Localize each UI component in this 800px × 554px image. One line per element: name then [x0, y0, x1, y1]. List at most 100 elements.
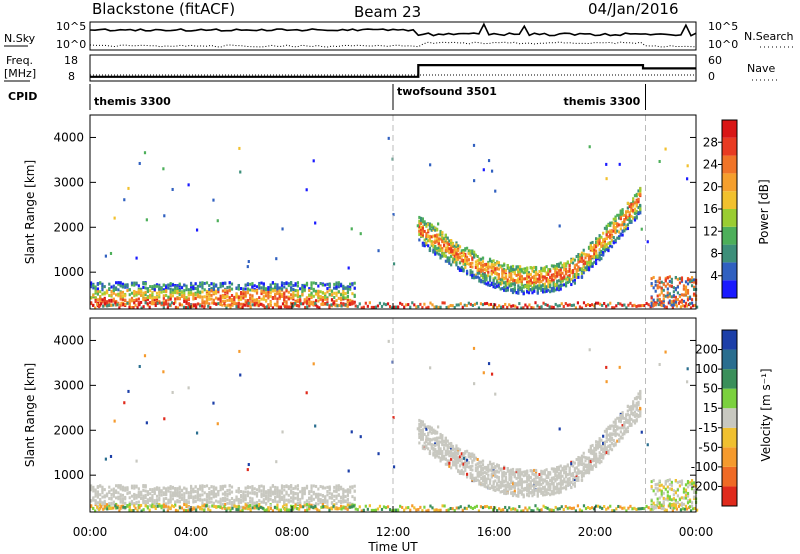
power-cell	[296, 293, 299, 297]
velocity-cell	[421, 509, 424, 513]
power-cell	[467, 262, 470, 266]
velocity-cell	[517, 480, 520, 484]
power-cell	[603, 239, 607, 243]
power-cell	[469, 250, 472, 254]
velocity-cell	[277, 508, 281, 512]
power-cell	[473, 250, 476, 254]
power-cell	[533, 278, 536, 282]
velocity-cell	[142, 499, 145, 503]
power-cell	[271, 289, 274, 293]
power-cell	[437, 222, 440, 226]
power-cell	[326, 297, 329, 301]
power-cell	[149, 293, 152, 297]
power-cell	[99, 300, 102, 304]
velocity-cell	[479, 505, 483, 509]
velocity-cell	[397, 508, 400, 512]
velocity-cell	[411, 504, 414, 508]
power-cell	[168, 303, 171, 307]
power-cell	[501, 275, 504, 279]
velocity-cell	[292, 507, 295, 511]
velocity-cell	[617, 504, 620, 508]
power-cell	[162, 306, 165, 310]
power-cell	[437, 249, 440, 253]
power-cell	[639, 211, 642, 215]
colorbar-segment	[722, 120, 737, 138]
velocity-cell	[428, 427, 432, 431]
power-cell	[441, 240, 444, 244]
power-cell	[199, 295, 202, 299]
velocity-cell	[196, 498, 200, 502]
velocity-cell	[299, 501, 302, 505]
velocity-cell	[342, 506, 345, 510]
power-cell	[684, 301, 688, 305]
power-cell	[602, 247, 605, 251]
power-cell	[520, 287, 523, 291]
power-cell	[174, 300, 177, 304]
power-cell	[589, 259, 592, 263]
velocity-cell	[108, 504, 111, 508]
power-cell	[461, 305, 464, 309]
velocity-cell	[611, 509, 614, 513]
power-cell	[488, 259, 492, 263]
power-cell	[260, 297, 263, 301]
power-cell	[330, 289, 334, 293]
power-cell	[612, 217, 615, 221]
velocity-cell	[253, 506, 256, 510]
power-cell	[183, 296, 186, 300]
power-cell	[183, 298, 186, 302]
velocity-cell	[497, 486, 500, 490]
power-cell	[504, 286, 508, 290]
power-cell	[305, 283, 309, 287]
velocity-cell	[463, 506, 466, 510]
power-cell	[210, 287, 213, 291]
velocity-cell	[318, 509, 321, 513]
power-cell	[668, 300, 671, 304]
velocity-cell	[428, 425, 432, 429]
velocity-cell	[226, 492, 229, 496]
velocity-cell	[203, 484, 206, 488]
power-cell	[658, 159, 661, 163]
velocity-cell	[643, 507, 646, 511]
velocity-cell	[219, 497, 222, 501]
power-cell	[511, 282, 515, 286]
power-cell	[143, 151, 147, 155]
velocity-cell	[376, 507, 380, 511]
velocity-cell	[314, 484, 318, 488]
power-cell	[504, 276, 508, 280]
power-cell	[112, 284, 115, 288]
power-cell	[515, 280, 518, 284]
velocity-cell	[420, 428, 423, 432]
power-cell	[453, 254, 456, 258]
velocity-cell	[492, 488, 495, 492]
power-cell	[213, 302, 216, 306]
power-cell	[483, 302, 487, 306]
power-cell	[441, 249, 444, 253]
velocity-cell	[487, 486, 490, 490]
velocity-cell	[239, 500, 243, 504]
colorbar-tick-label: 20	[703, 180, 718, 194]
velocity-cell	[255, 506, 259, 510]
velocity-cell	[451, 460, 455, 464]
power-cell	[308, 293, 311, 297]
velocity-cell	[178, 490, 181, 494]
power-cell	[230, 282, 234, 286]
power-cell	[275, 257, 278, 261]
power-cell	[664, 147, 667, 151]
power-cell	[476, 268, 479, 272]
velocity-cell	[552, 508, 555, 512]
velocity-cell	[444, 452, 447, 456]
power-cell	[619, 302, 622, 306]
velocity-cell	[102, 507, 105, 511]
colorbar-segment	[722, 209, 737, 227]
power-cell	[476, 259, 479, 263]
power-cell	[531, 266, 534, 270]
power-cell	[215, 302, 218, 306]
power-cell	[356, 305, 359, 309]
power-cell	[469, 253, 472, 257]
power-cell	[650, 277, 653, 281]
velocity-cell	[441, 434, 444, 438]
velocity-cell	[342, 492, 345, 496]
velocity-cell	[187, 496, 190, 500]
power-cell	[120, 301, 123, 305]
